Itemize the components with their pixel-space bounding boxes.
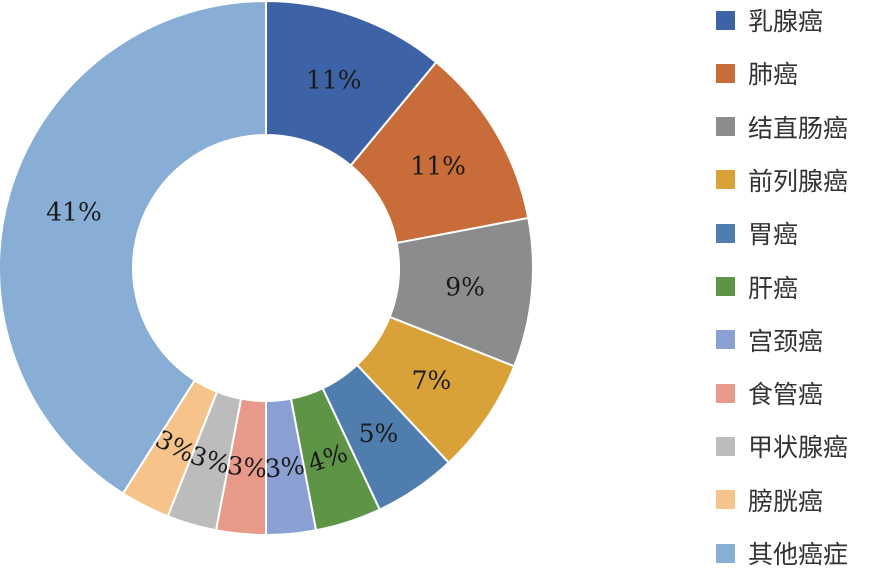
slice-label-1: 11% <box>306 65 362 94</box>
donut-chart: 11%11%9%7%5%4%3%3%3%3%41% <box>0 0 534 537</box>
legend-item: 肺癌 <box>716 55 798 91</box>
legend-label: 肺癌 <box>748 60 799 90</box>
legend-label: 甲状腺癌 <box>748 433 849 463</box>
legend-swatch <box>716 330 735 350</box>
legend-item: 食管癌 <box>716 375 823 411</box>
legend-item: 肝癌 <box>716 269 798 305</box>
donut-labels: 11%11%9%7%5%4%3%3%3%3%41% <box>46 65 485 483</box>
legend-item: 膀胱癌 <box>716 482 823 518</box>
slice-label-4: 7% <box>412 366 452 395</box>
legend-item: 其他癌症 <box>716 535 848 571</box>
legend-item: 胃癌 <box>716 215 798 251</box>
legend-label: 肝癌 <box>748 273 799 303</box>
donut-slices <box>0 0 534 537</box>
legend-label: 胃癌 <box>748 220 799 250</box>
slice-label-11: 41% <box>46 198 102 227</box>
legend-item: 结直肠癌 <box>716 109 848 145</box>
slice-label-8: 3% <box>226 451 268 484</box>
legend-swatch <box>716 170 735 190</box>
legend-swatch <box>716 10 735 30</box>
legend-swatch <box>716 223 735 243</box>
legend-item: 乳腺癌 <box>716 2 823 38</box>
legend-label: 宫颈癌 <box>748 326 824 356</box>
legend-swatch <box>716 436 735 456</box>
slice-label-3: 9% <box>445 272 485 301</box>
legend-label: 食管癌 <box>748 380 824 410</box>
legend-item: 前列腺癌 <box>716 162 848 198</box>
legend-swatch <box>716 117 735 137</box>
slice-label-7: 3% <box>264 451 306 484</box>
legend-swatch <box>716 63 735 83</box>
legend-swatch <box>716 543 735 563</box>
legend-label: 乳腺癌 <box>748 7 824 36</box>
slice-11 <box>0 0 267 495</box>
slice-label-5: 5% <box>359 419 399 448</box>
legend-swatch <box>716 490 735 510</box>
slice-label-2: 11% <box>410 152 466 181</box>
legend-label: 膀胱癌 <box>748 486 824 516</box>
legend-swatch <box>716 383 735 403</box>
legend-item: 宫颈癌 <box>716 322 823 358</box>
legend-label: 前列腺癌 <box>748 166 849 196</box>
legend-item: 甲状腺癌 <box>716 428 848 464</box>
legend-label: 其他癌症 <box>748 540 849 569</box>
legend-swatch <box>716 277 735 296</box>
legend-label: 结直肠癌 <box>748 113 849 143</box>
